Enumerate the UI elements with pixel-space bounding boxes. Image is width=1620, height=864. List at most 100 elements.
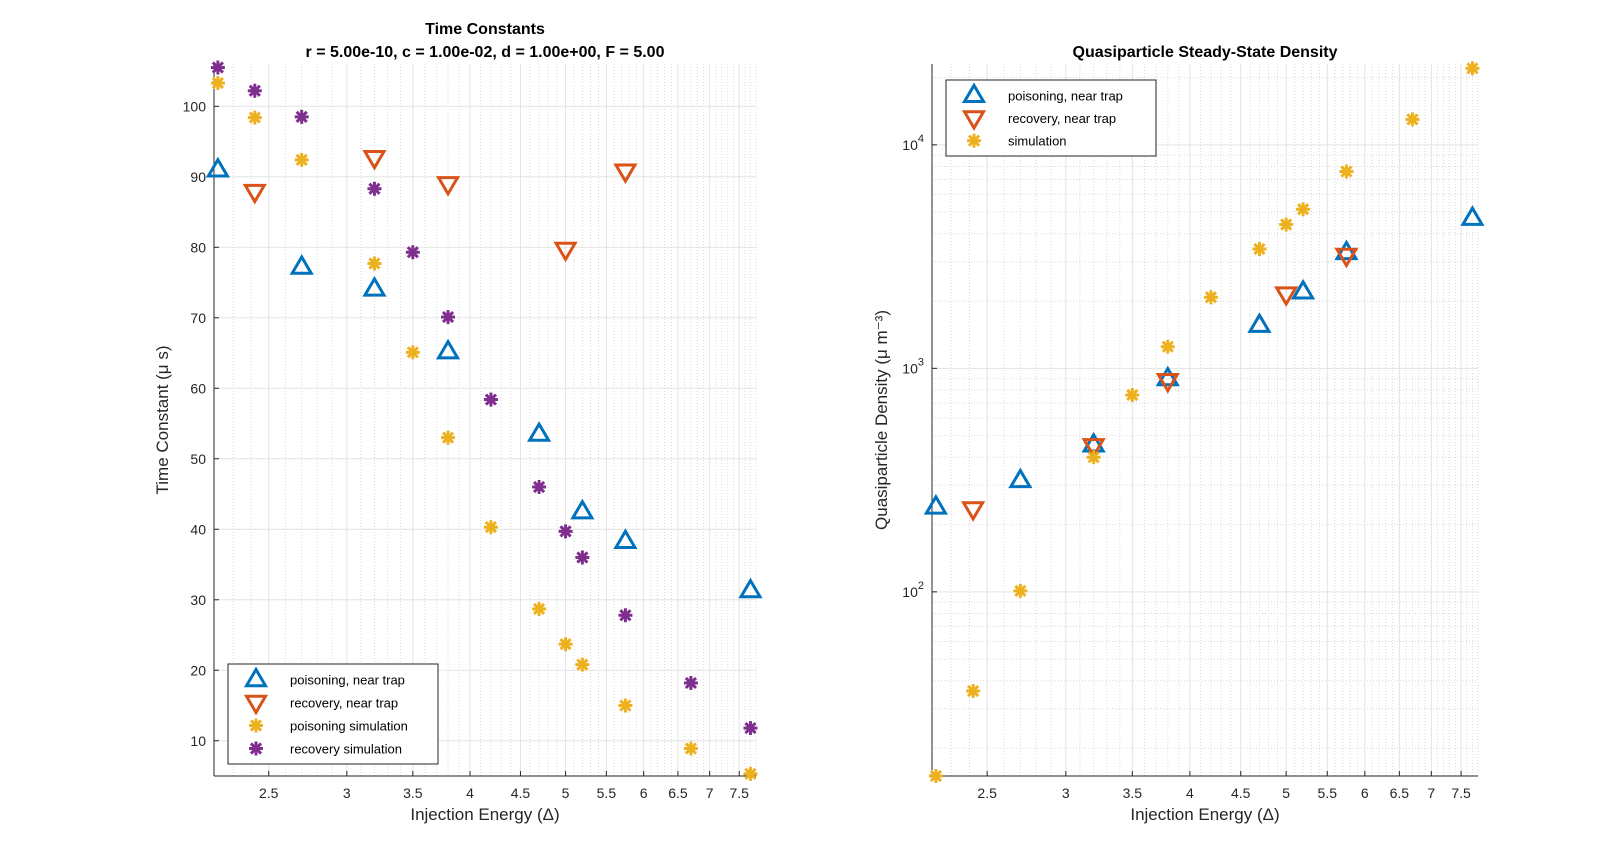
x-tick-label: 5 [1282, 785, 1290, 801]
legend-marker [967, 133, 981, 148]
series-0 [205, 156, 763, 599]
legend: poisoning, near trap recovery, near trap p… [227, 663, 439, 765]
data-point [435, 338, 461, 360]
x-tick-label: 3.5 [1123, 785, 1143, 801]
y-axis-label: Quasiparticle Density (μ m⁻³) [872, 310, 891, 530]
series-2 [210, 76, 758, 781]
x-tick-label: 7.5 [729, 785, 749, 801]
x-tick-label: 5.5 [597, 785, 617, 801]
data-point [738, 577, 763, 599]
x-tick-label: 5 [562, 785, 570, 801]
y-tick-label: 60 [190, 380, 206, 396]
y-tick-label: 10 [190, 733, 206, 749]
data-point [1247, 312, 1272, 333]
data-point [1405, 112, 1420, 127]
data-marks [923, 61, 1485, 783]
data-point [575, 657, 590, 672]
legend-label: recovery simulation [290, 742, 402, 757]
data-point [210, 76, 225, 91]
plot-area [214, 64, 756, 776]
x-axis-label: Injection Energy (Δ) [1130, 805, 1279, 824]
chart-subtitle: r = 5.00e-10, c = 1.00e-02, d = 1.00e+00… [306, 44, 665, 61]
x-tick-labels: 2.5 3 3.5 4 4.5 5 5.5 6 6.5 7 7.5 [977, 785, 1471, 801]
legend-item: poisoning, near trap [961, 82, 1123, 103]
y-tick-label: 103 [902, 356, 924, 376]
data-point [367, 181, 382, 196]
x-tick-label: 6 [640, 785, 648, 801]
quasiparticle-density-chart: 2.5 3 3.5 4 4.5 5 5.5 6 6.5 7 7.5 102 103 104 Quasip… [872, 44, 1485, 824]
data-point [1203, 290, 1218, 305]
data-point [1160, 339, 1175, 354]
data-point [575, 550, 590, 565]
x-tick-label: 4 [1186, 785, 1194, 801]
data-point [405, 345, 420, 360]
data-point [1296, 202, 1311, 217]
data-point [613, 163, 638, 185]
chart-title: Quasiparticle Steady-State Density [1073, 44, 1338, 61]
data-point [1279, 217, 1294, 232]
data-point [966, 684, 981, 699]
data-point [743, 721, 758, 736]
y-tick-label: 100 [183, 98, 207, 114]
data-point [242, 183, 267, 205]
x-tick-label: 7.5 [1451, 785, 1471, 801]
data-point [1155, 365, 1180, 387]
data-point [441, 430, 456, 445]
data-point [362, 275, 387, 297]
data-point [289, 254, 314, 275]
x-tick-label: 4 [466, 785, 474, 801]
data-point [367, 256, 382, 271]
data-point [1155, 373, 1180, 394]
data-point [532, 479, 547, 494]
legend-item: simulation [967, 133, 1067, 149]
legend-marker [243, 666, 269, 688]
series-3 [210, 60, 758, 736]
data-point [210, 60, 225, 75]
x-tick-label: 6 [1361, 785, 1369, 801]
y-tick-label: 20 [190, 662, 206, 678]
x-tick-label: 3 [343, 785, 351, 801]
data-point [743, 766, 758, 781]
data-marks [205, 60, 763, 781]
data-point [558, 524, 573, 539]
data-point [205, 156, 230, 178]
x-tick-label: 5.5 [1318, 785, 1338, 801]
x-tick-label: 2.5 [977, 785, 997, 801]
data-point [928, 769, 943, 783]
data-point [441, 310, 456, 325]
legend-label: poisoning, near trap [290, 673, 405, 688]
data-point [618, 698, 633, 713]
time-constants-chart: 2.5 3 3.5 4 4.5 5 5.5 6 6.5 7 7.5 10 20 30 40 50 60 70 80… [153, 21, 763, 824]
y-tick-label: 102 [902, 580, 924, 600]
series-2 [928, 61, 1480, 783]
legend-item: poisoning simulation [249, 718, 408, 734]
data-point [1274, 286, 1299, 308]
legend-label: recovery, near trap [1008, 111, 1116, 126]
data-point [570, 498, 595, 520]
y-tick-label: 104 [902, 133, 924, 153]
series-1 [242, 150, 638, 263]
y-tick-label: 90 [190, 169, 206, 185]
data-point [558, 637, 573, 652]
data-point [1339, 164, 1354, 179]
axes-box [213, 64, 756, 777]
data-point [294, 109, 309, 124]
legend-label: poisoning, near trap [1008, 88, 1123, 103]
legend-marker [243, 694, 269, 716]
x-tick-label: 3 [1062, 785, 1070, 801]
legend-item: poisoning, near trap [243, 666, 405, 688]
y-tick-labels: 10 20 30 40 50 60 70 80 90 100 [183, 98, 207, 748]
x-tick-label: 2.5 [259, 785, 279, 801]
legend-marker [249, 741, 263, 756]
data-point [435, 176, 461, 197]
x-tick-label: 4.5 [1231, 785, 1251, 801]
legend-item: recovery, near trap [961, 110, 1116, 131]
y-tick-label: 40 [190, 521, 206, 537]
major-grid [932, 64, 1478, 776]
series-1 [960, 247, 1359, 522]
data-point [362, 150, 387, 171]
x-tick-label: 7 [706, 785, 714, 801]
data-point [294, 152, 309, 167]
legend-marker [249, 718, 263, 733]
